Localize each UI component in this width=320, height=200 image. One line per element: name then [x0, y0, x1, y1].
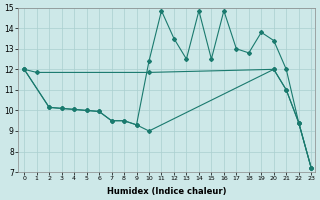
X-axis label: Humidex (Indice chaleur): Humidex (Indice chaleur)	[107, 187, 226, 196]
